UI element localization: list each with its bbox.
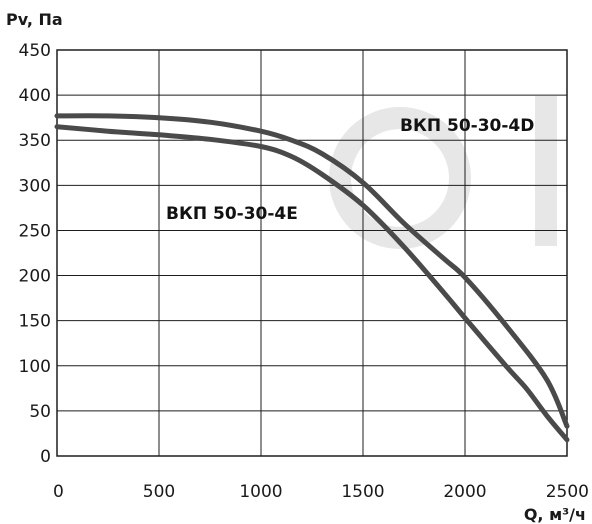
y-tick-label: 0 [40, 447, 51, 467]
x-tick-label: 2000 [443, 482, 486, 502]
y-tick-label: 300 [19, 176, 51, 196]
x-axis-title: Q, м³/ч [524, 505, 586, 524]
y-tick-label: 450 [19, 41, 51, 61]
y-tick-label: 150 [19, 312, 51, 332]
plot-frame [56, 49, 568, 457]
grid [56, 49, 568, 457]
series-layer [54, 113, 570, 443]
y-axis-title: Pv, Па [6, 10, 63, 29]
tick-labels: 0 50 100 150 200 250 300 350 400 450 0 500 1000 1500 2… [19, 41, 589, 502]
series-line-4e [54, 124, 570, 443]
watermark-logo [329, 96, 557, 249]
x-tick-label: 0 [53, 482, 64, 502]
x-tick-label: 500 [143, 482, 175, 502]
series-line-4d [54, 113, 570, 429]
y-tick-label: 200 [19, 267, 51, 287]
y-tick-label: 50 [29, 402, 51, 422]
y-tick-label: 400 [19, 86, 51, 106]
y-tick-label: 350 [19, 131, 51, 151]
x-tick-label: 2500 [546, 482, 589, 502]
y-tick-label: 100 [19, 357, 51, 377]
series-label-4e: ВКП 50-30-4E [166, 204, 298, 224]
x-tick-label: 1500 [341, 482, 384, 502]
y-tick-label: 250 [19, 221, 51, 241]
x-tick-label: 1000 [239, 482, 282, 502]
series-label-4d: ВКП 50-30-4D [400, 116, 534, 136]
